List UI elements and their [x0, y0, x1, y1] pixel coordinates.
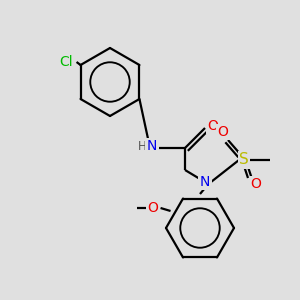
Text: Cl: Cl [60, 55, 74, 69]
Text: N: N [147, 139, 157, 153]
Text: O: O [218, 125, 228, 139]
Text: N: N [200, 175, 210, 189]
Text: S: S [239, 152, 249, 167]
Text: H: H [138, 140, 146, 152]
Text: O: O [147, 201, 158, 215]
Text: O: O [250, 177, 261, 191]
Text: O: O [208, 119, 218, 133]
